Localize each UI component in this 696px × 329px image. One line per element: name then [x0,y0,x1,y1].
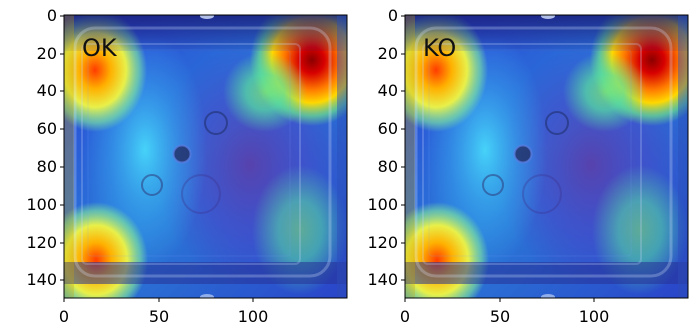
axis-frame [404,14,689,299]
x-tick-label: 100 [238,307,269,326]
y-tick-label: 0 [47,6,57,25]
heatmap-mid-right-glow [223,52,307,132]
y-tick-label: 40 [378,81,398,100]
heatmap-mid-right-glow [563,52,647,132]
top-rim-shadow [64,15,347,51]
y-tick-label: 140 [367,270,398,289]
x-tick-label: 0 [400,307,410,326]
heatmap-bottom-left-hotspot [405,202,489,298]
y-tick-label: 20 [378,44,398,63]
raised-screw-head [172,144,192,164]
y-tick-label: 120 [26,233,57,252]
small-hole-left [141,174,163,196]
raised-screw-head [513,144,533,164]
tray-outer-edge [73,26,332,278]
tray-inner-highlight [87,49,291,257]
tray-inner-highlight [428,49,632,257]
x-tick-label: 50 [149,307,169,326]
x-tick-label: 50 [490,307,510,326]
y-tick-label: 100 [26,195,57,214]
y-axis: 0 20 40 60 80 100 120 140 [26,6,64,289]
right-edge-glow [678,15,688,298]
small-hole-top [204,111,228,135]
bottom-rim-shadow [405,262,688,284]
large-dim-ring [522,174,562,214]
x-axis: 0 50 100 [59,298,268,326]
y-tick-label: 60 [37,119,57,138]
bottom-notch [541,294,555,298]
bottom-rim-shadow [64,262,347,284]
tray-inner-edge [422,43,642,265]
x-tick-label: 100 [579,307,610,326]
heatmap-bottom-left-hotspot [64,202,148,298]
y-tick-label: 80 [378,157,398,176]
x-tick-label: 0 [59,307,69,326]
top-notch [200,15,214,19]
left-edge-glow [64,15,74,298]
y-tick-label: 40 [37,81,57,100]
left-edge-glow [405,15,415,298]
ko-heatmap-panel: KO 0 20 40 60 80 100 120 140 [367,6,689,326]
large-dim-ring [181,174,221,214]
y-tick-label: 80 [37,157,57,176]
y-tick-label: 20 [37,44,57,63]
tray-outer-edge [414,26,673,278]
small-hole-left [482,174,504,196]
axis-frame [63,14,348,299]
y-tick-label: 120 [367,233,398,252]
panel-label: OK [82,34,118,62]
ok-heatmap-panel: OK 0 20 40 60 80 100 120 140 [26,6,348,326]
y-tick-label: 100 [367,195,398,214]
right-edge-glow [337,15,347,298]
y-tick-label: 140 [26,270,57,289]
y-tick-label: 0 [388,6,398,25]
x-axis: 0 50 100 [400,298,609,326]
tray-inner-edge [81,43,301,265]
y-axis: 0 20 40 60 80 100 120 140 [367,6,405,289]
top-rim-shadow [405,15,688,51]
bottom-notch [200,294,214,298]
top-notch [541,15,555,19]
small-hole-top [545,111,569,135]
y-tick-label: 60 [378,119,398,138]
panel-label: KO [423,34,456,62]
